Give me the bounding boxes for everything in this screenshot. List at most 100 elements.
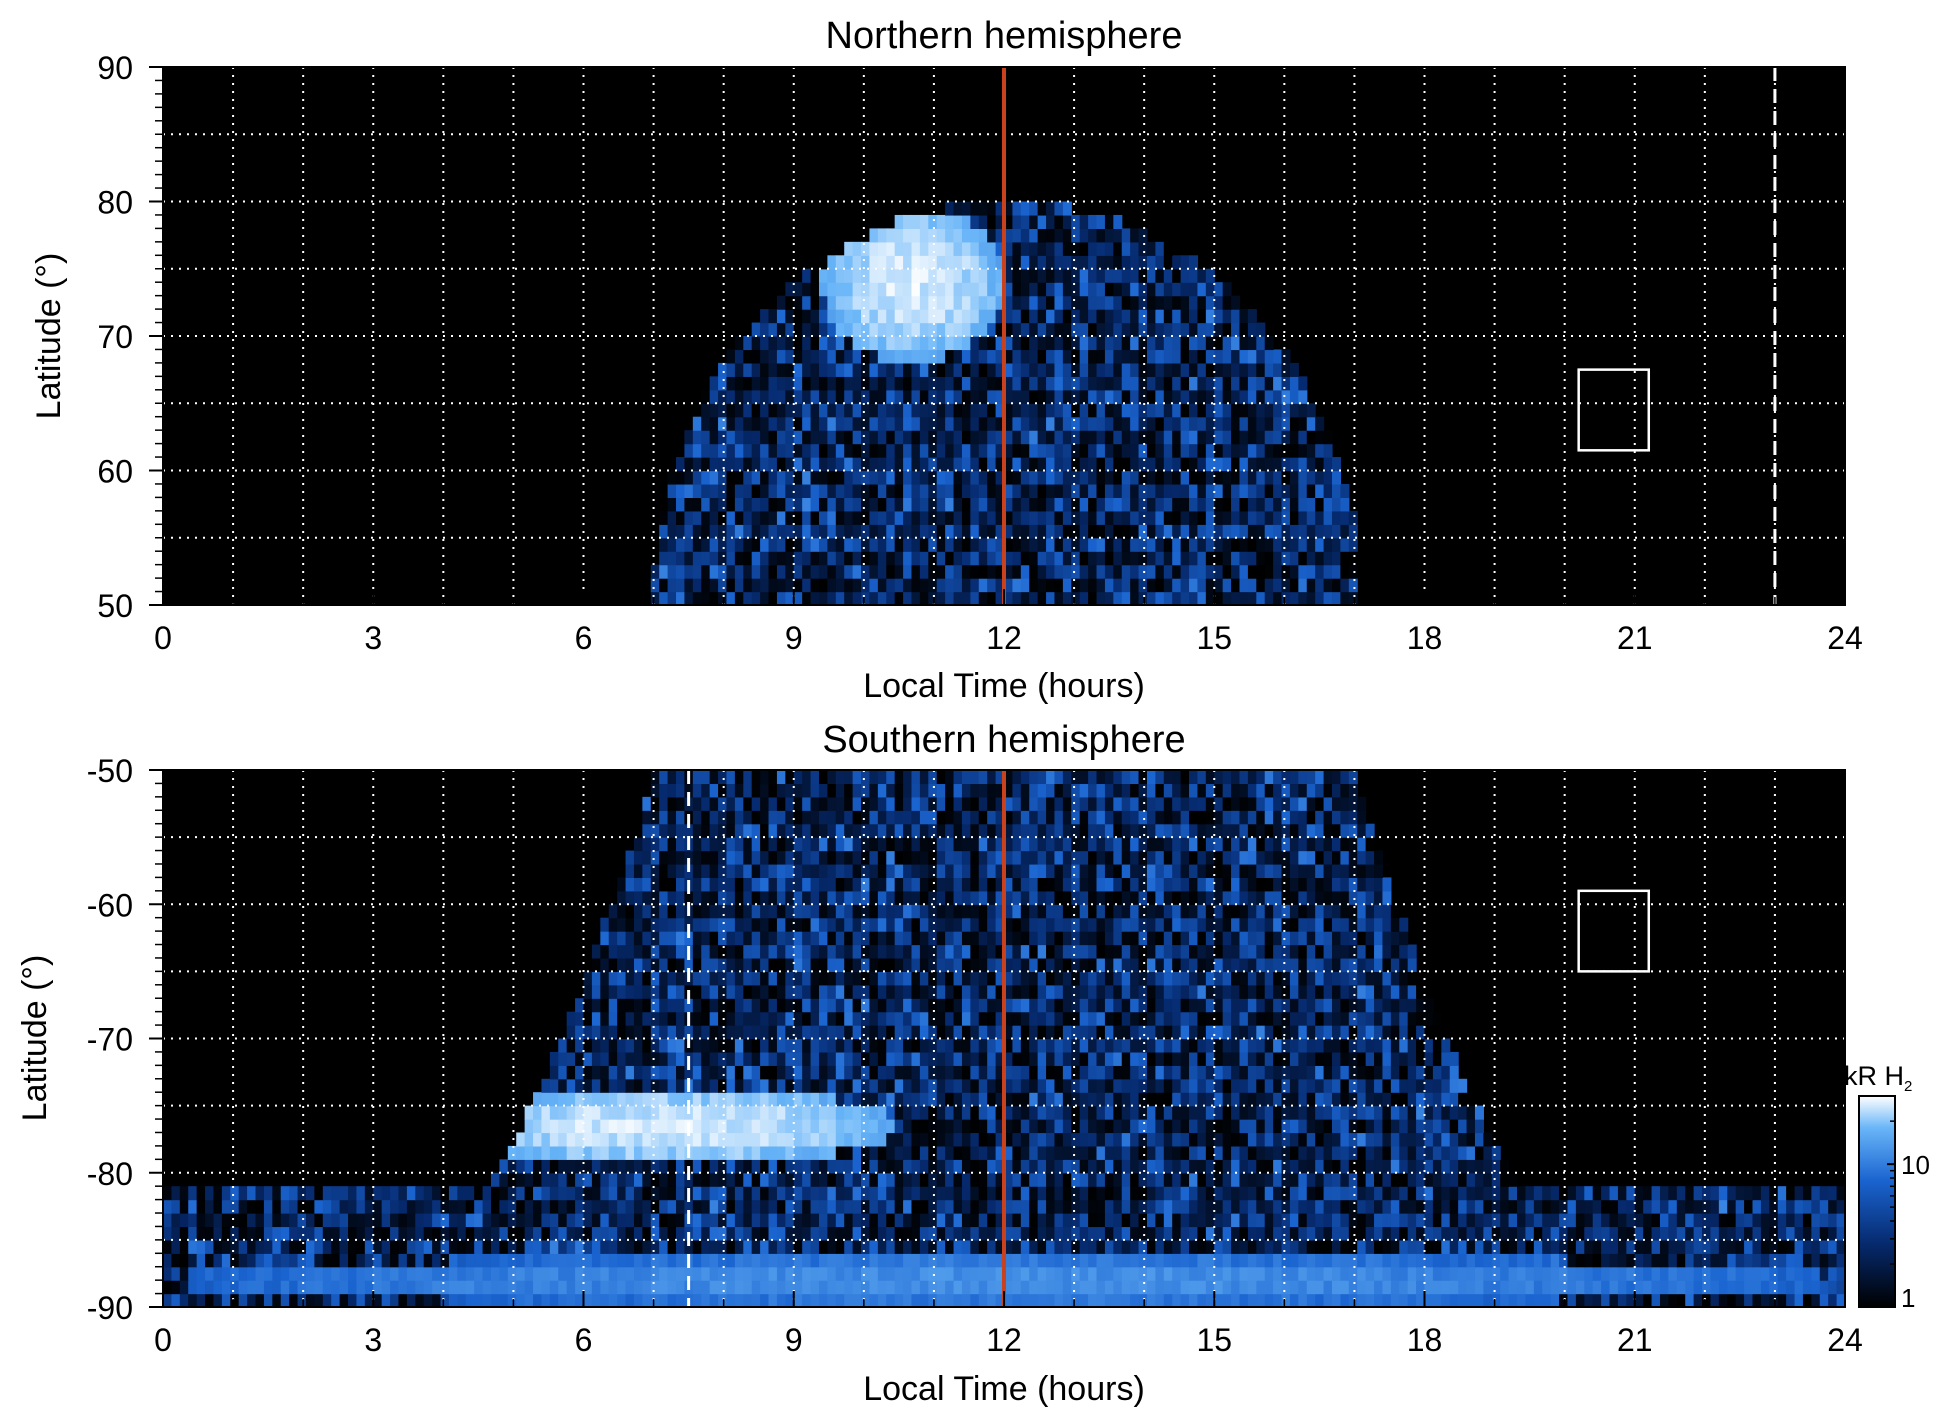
south-heatmap-cell [818, 1199, 828, 1214]
south-heatmap-cell [1390, 1226, 1400, 1241]
south-heatmap-cell [1441, 1145, 1451, 1160]
south-heatmap-cell [448, 1213, 458, 1228]
north-heatmap-cell [1172, 551, 1182, 566]
north-heatmap-cell [995, 403, 1005, 418]
south-heatmap-cell [1029, 1105, 1039, 1120]
north-heatmap-cell [760, 349, 770, 364]
south-heatmap-cell [617, 1145, 627, 1160]
south-heatmap-cell [1298, 1239, 1308, 1254]
south-heatmap-cell [1727, 1266, 1737, 1281]
north-heatmap-cell [919, 430, 929, 445]
north-heatmap-cell [970, 591, 980, 605]
north-heatmap-cell [1088, 282, 1098, 297]
north-heatmap-cell [1289, 443, 1299, 458]
north-heatmap-cell [1239, 376, 1249, 391]
south-heatmap-cell [238, 1239, 248, 1254]
north-heatmap-cell [676, 470, 686, 485]
south-heatmap-cell [987, 1105, 997, 1120]
south-heatmap-cell [978, 1266, 988, 1281]
south-heatmap-cell [1407, 1105, 1417, 1120]
north-heatmap-cell [1247, 524, 1257, 539]
north-heatmap-cell [1155, 416, 1165, 431]
north-heatmap-cell [835, 282, 845, 297]
north-heatmap-cell [1340, 510, 1350, 525]
north-heatmap-cell [1062, 282, 1072, 297]
south-heatmap-cell [566, 1119, 576, 1134]
north-heatmap-cell [978, 591, 988, 605]
north-heatmap-cell [1289, 403, 1299, 418]
north-heatmap-cell [987, 349, 997, 364]
north-heatmap-cell [1231, 443, 1241, 458]
south-heatmap-cell [1104, 1239, 1114, 1254]
south-heatmap-cell [835, 1213, 845, 1228]
south-heatmap-cell [1458, 1105, 1468, 1120]
north-heatmap-cell [776, 564, 786, 579]
north-heatmap-cell [1062, 510, 1072, 525]
south-heatmap-cell [1214, 1280, 1224, 1295]
north-heatmap-cell [1256, 403, 1266, 418]
south-heatmap-cell [1634, 1293, 1644, 1307]
south-heatmap-cell [1037, 1226, 1047, 1241]
south-heatmap-cell [1382, 1239, 1392, 1254]
south-heatmap-cell [659, 1213, 669, 1228]
south-heatmap-cell [1046, 1213, 1056, 1228]
south-heatmap-cell [1088, 1159, 1098, 1174]
south-heatmap-cell [415, 1199, 425, 1214]
south-heatmap-cell [692, 1159, 702, 1174]
south-heatmap-cell [1340, 1239, 1350, 1254]
south-heatmap-cell [1786, 1239, 1796, 1254]
south-heatmap-cell [810, 1226, 820, 1241]
south-heatmap-cell [642, 1239, 652, 1254]
south-heatmap-cell [802, 1145, 812, 1160]
north-heatmap-cell [785, 430, 795, 445]
north-heatmap-cell [818, 255, 828, 270]
south-heatmap-cell [1315, 1253, 1325, 1268]
south-heatmap-cell [322, 1239, 332, 1254]
south-heatmap-cell [1390, 1065, 1400, 1080]
south-heatmap-cell [1390, 1253, 1400, 1268]
north-heatmap-cell [1096, 309, 1106, 324]
north-heatmap-cell [936, 228, 946, 243]
south-heatmap-cell [650, 1051, 660, 1066]
north-heatmap-cell [877, 389, 887, 404]
south-heatmap-cell [1205, 1266, 1215, 1281]
south-heatmap-cell [894, 1239, 904, 1254]
north-heatmap-cell [1273, 591, 1283, 605]
south-heatmap-cell [549, 1051, 559, 1066]
north-heatmap-cell [928, 591, 938, 605]
north-heatmap-cell [995, 578, 1005, 593]
north-heatmap-cell [709, 578, 719, 593]
south-heatmap-cell [1542, 1280, 1552, 1295]
north-heatmap-cell [869, 483, 879, 498]
south-heatmap-cell [642, 1172, 652, 1187]
south-heatmap-cell [1407, 1132, 1417, 1147]
north-heatmap-cell [1172, 282, 1182, 297]
north-heatmap-cell [1037, 483, 1047, 498]
north-heatmap-cell [911, 457, 921, 472]
north-heatmap-cell [995, 282, 1005, 297]
north-heatmap-cell [852, 510, 862, 525]
north-heatmap-cell [995, 255, 1005, 270]
south-heatmap-cell [1399, 1253, 1409, 1268]
north-heatmap-cell [1189, 403, 1199, 418]
south-heatmap-cell [1390, 1213, 1400, 1228]
north-heatmap-cell [667, 578, 677, 593]
south-heatmap-cell [953, 1159, 963, 1174]
north-heatmap-cell [945, 483, 955, 498]
south-heatmap-cell [894, 1119, 904, 1134]
north-heatmap-cell [1046, 416, 1056, 431]
south-heatmap-cell [1331, 1119, 1341, 1134]
south-heatmap-cell [970, 1092, 980, 1107]
south-heatmap-cell [247, 1186, 257, 1201]
south-heatmap-cell [987, 1186, 997, 1201]
north-heatmap-cell [995, 510, 1005, 525]
north-heatmap-cell [978, 470, 988, 485]
south-heatmap-cell [844, 1159, 854, 1174]
south-heatmap-cell [995, 1186, 1005, 1201]
south-heatmap-cell [1777, 1226, 1787, 1241]
south-heatmap-cell [575, 1119, 585, 1134]
north-heatmap-cell [835, 551, 845, 566]
south-heatmap-cell [1693, 1253, 1703, 1268]
south-heatmap-cell [1575, 1213, 1585, 1228]
south-heatmap-cell [1172, 1199, 1182, 1214]
